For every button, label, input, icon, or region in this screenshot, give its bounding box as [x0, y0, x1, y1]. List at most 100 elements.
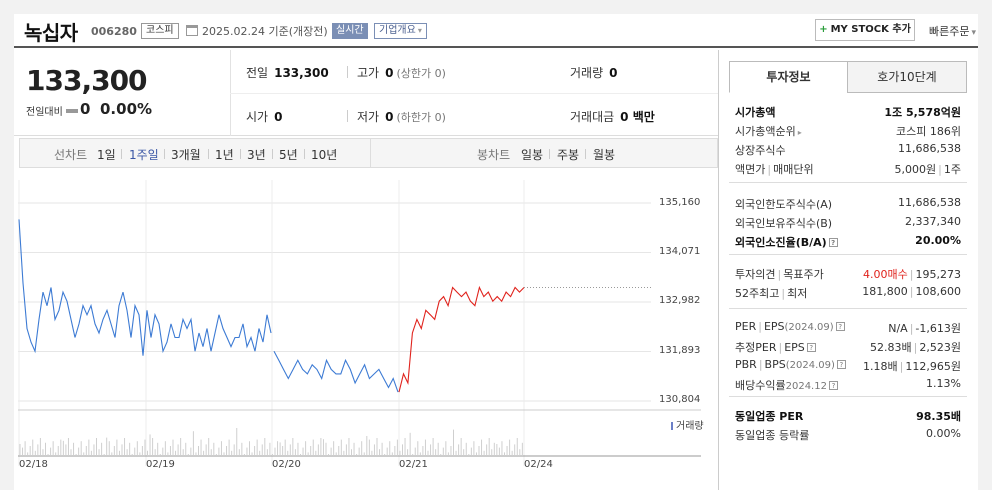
high-price: 고가 0 (상한가 0) — [357, 66, 446, 80]
info-value: 52.83배 — [870, 341, 912, 354]
info-sub: 2024.12 — [785, 381, 827, 392]
info-value: 5,000원 — [894, 163, 937, 176]
divider — [729, 254, 967, 255]
tab-period[interactable]: 1년 — [215, 148, 234, 162]
y-tick-label: 135,160 — [659, 197, 701, 208]
info-row: 시가총액순위 ▸ 코스피 186위 — [735, 123, 961, 139]
price-diff: 0 — [80, 100, 91, 118]
line-chart-label: 선차트 — [54, 148, 88, 162]
info-row: 액면가 | 매매단위 5,000원 | 1주 — [735, 163, 961, 176]
price-line — [18, 219, 272, 356]
divider — [718, 50, 719, 490]
info-label: 상장주식수 — [735, 144, 786, 157]
y-tick-label: 130,804 — [659, 394, 701, 405]
arrow-right-icon: ▸ — [797, 128, 802, 137]
info-label: BPS — [764, 358, 786, 371]
tab-candle[interactable]: 월봉 — [593, 148, 616, 162]
tab-order-book[interactable]: 호가10단계 — [847, 61, 967, 93]
info-row: 외국인소진율(B/A)? 20.00% — [735, 234, 961, 250]
info-row: 외국인보유주식수(B) 2,337,340 — [735, 215, 961, 231]
info-label: 매매단위 — [773, 163, 814, 176]
info-label: 외국인소진율(B/A) — [735, 236, 827, 249]
help-icon[interactable]: ? — [836, 360, 846, 369]
tab-candle[interactable]: 주봉 — [557, 148, 580, 162]
tab-invest-info[interactable]: 투자정보 — [729, 61, 848, 93]
info-value: 1주 — [943, 163, 961, 176]
info-label: 투자의견 — [735, 268, 776, 281]
help-icon[interactable]: ? — [806, 343, 816, 352]
realtime-button[interactable]: 실시간 — [332, 23, 368, 39]
info-row: 동일업종 등락률 0.00% — [735, 427, 961, 443]
current-price: 133,300 — [26, 64, 148, 97]
info-label: 시가총액 — [735, 106, 776, 119]
stock-widget: 녹십자 006280 코스피 2025.02.24 기준(개장전) 실시간 기업… — [14, 14, 978, 490]
tab-period[interactable]: 5년 — [279, 148, 298, 162]
candle-chart-label: 봉차트 — [477, 148, 511, 162]
divider — [729, 396, 967, 397]
x-tick-label: 02/20 — [272, 459, 301, 470]
info-label: 최저 — [787, 287, 808, 300]
info-sub: (2024.09) — [785, 360, 835, 371]
tab-period[interactable]: 1주일 — [129, 148, 159, 162]
info-row: 투자의견 | 목표주가 4.00매수 | 195,273 — [735, 268, 962, 281]
divider — [729, 182, 967, 183]
price-line — [273, 350, 399, 393]
divider — [370, 139, 371, 167]
info-label: 동일업종 등락률 — [735, 429, 810, 442]
quick-order-dropdown[interactable]: 빠른주문 — [929, 23, 976, 39]
info-row: 배당수익률2024.12? 1.13% — [735, 377, 961, 393]
info-row: 추정PER | EPS? 52.83배 | 2,523원 — [735, 341, 961, 354]
tab-period[interactable]: 10년 — [311, 148, 338, 162]
tab-candle[interactable]: 일봉 — [521, 148, 544, 162]
x-tick-label: 02/21 — [399, 459, 428, 470]
trade-amount: 거래대금 0 백만 — [570, 110, 655, 124]
info-label: 액면가 — [735, 163, 766, 176]
info-label[interactable]: 시가총액순위 — [735, 125, 796, 138]
plus-icon: + — [819, 24, 828, 35]
x-tick-label: 02/19 — [146, 459, 175, 470]
price-summary: 133,300 전일대비 0 0.00% 전일 133,300 고가 0 (상한가 0… — [14, 50, 718, 136]
stock-name[interactable]: 녹십자 — [24, 21, 78, 45]
prev-close: 전일 133,300 — [246, 66, 329, 80]
company-info-dropdown[interactable]: 기업개요 ▾ — [374, 23, 427, 39]
info-value: N/A — [888, 322, 908, 335]
info-label: 배당수익률 — [735, 379, 786, 392]
x-tick-label: 02/18 — [19, 459, 48, 470]
info-value: 11,686,538 — [898, 196, 961, 209]
info-value: 1.13% — [926, 377, 961, 390]
info-value: 195,273 — [915, 268, 962, 281]
info-row: 시가총액 1조 5,578억원 — [735, 104, 961, 120]
my-stock-add-button[interactable]: + MY STOCK 추가 — [815, 19, 915, 41]
price-line — [398, 285, 525, 393]
info-row: 동일업종 PER 98.35배 — [735, 408, 961, 424]
divider — [230, 93, 718, 94]
price-diff-pct: 0.00% — [100, 100, 153, 118]
info-value: 20.00% — [915, 234, 961, 247]
help-icon[interactable]: ? — [828, 238, 838, 247]
calendar-icon — [186, 25, 198, 36]
help-icon[interactable]: ? — [835, 322, 845, 331]
tab-period[interactable]: 3년 — [247, 148, 266, 162]
info-label: PBR — [735, 358, 757, 371]
info-label: 목표주가 — [783, 268, 824, 281]
y-tick-label: 131,893 — [659, 345, 701, 356]
info-value: 0.00% — [926, 427, 961, 440]
market-badge: 코스피 — [141, 23, 179, 39]
volume-legend: 거래량 — [671, 417, 704, 432]
tab-period[interactable]: 3개월 — [171, 148, 201, 162]
info-row: PBR | BPS(2024.09)? 1.18배 | 112,965원 — [735, 358, 961, 373]
help-icon[interactable]: ? — [828, 381, 838, 390]
info-sub: (2024.09) — [784, 322, 834, 333]
y-tick-label: 132,982 — [659, 295, 701, 306]
low-price: 저가 0 (하한가 0) — [357, 110, 446, 124]
info-row: 52주최고 | 최저 181,800 | 108,600 — [735, 285, 962, 300]
info-value: 108,600 — [915, 285, 962, 298]
info-value: 1.18배 — [863, 360, 898, 373]
tab-period[interactable]: 1일 — [97, 148, 116, 162]
info-row: 상장주식수 11,686,538 — [735, 142, 961, 158]
info-label: 외국인보유주식수(B) — [735, 217, 833, 230]
price-chart[interactable]: 135,160 134,071 132,982 131,893 130,804 … — [14, 170, 718, 474]
info-value: 4.00매수 — [863, 268, 908, 281]
volume: 거래량 0 — [570, 66, 618, 80]
